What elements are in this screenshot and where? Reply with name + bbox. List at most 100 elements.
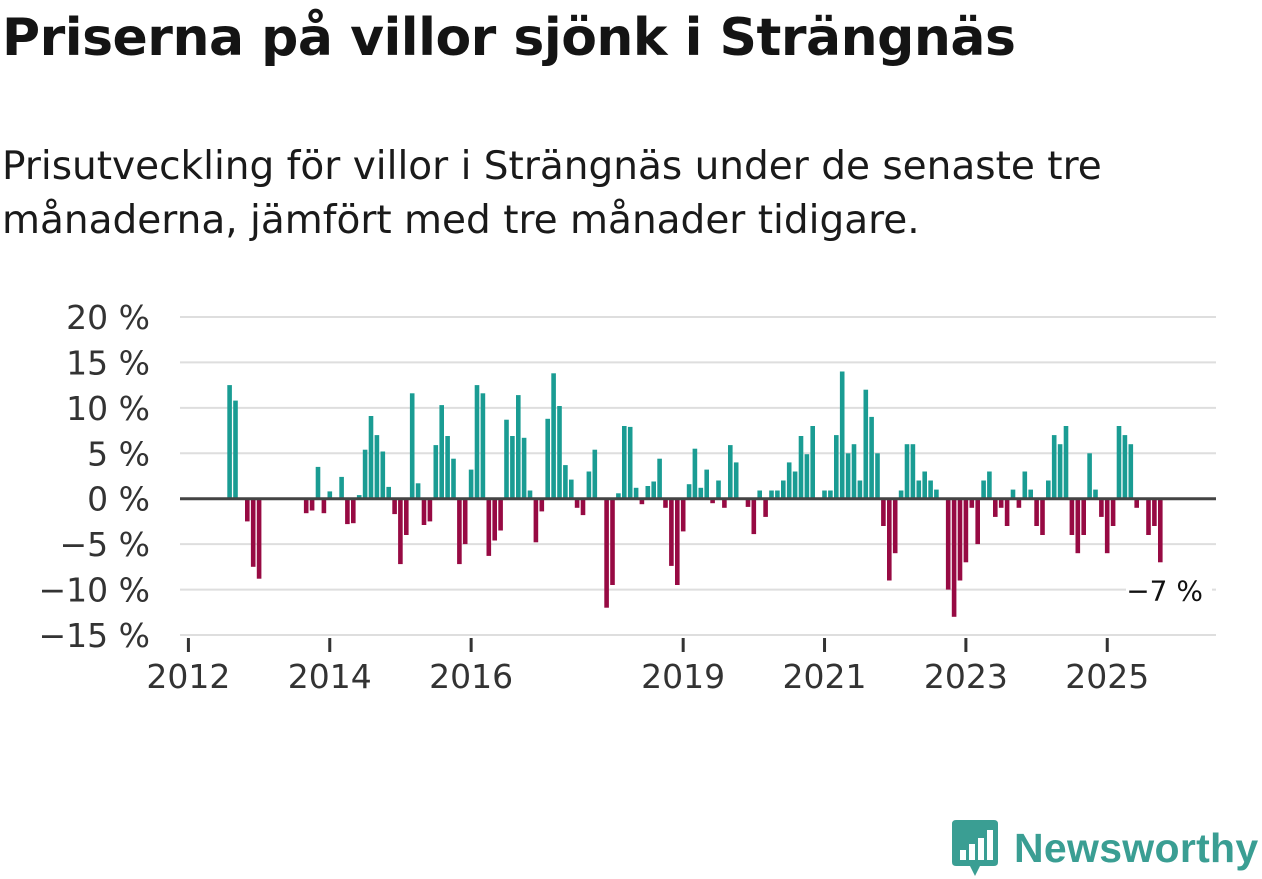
bar — [733, 462, 739, 499]
bar — [368, 416, 374, 499]
bar — [680, 498, 686, 532]
bar — [1116, 426, 1122, 499]
bar — [1022, 471, 1028, 499]
bar — [804, 454, 810, 499]
bar — [421, 498, 427, 525]
bar — [775, 490, 780, 499]
bar — [1034, 498, 1039, 526]
bar — [563, 465, 568, 499]
bar — [1093, 489, 1098, 499]
bar — [834, 435, 839, 499]
bar — [574, 498, 580, 508]
bar — [875, 453, 880, 499]
bar — [910, 444, 916, 499]
bar — [898, 490, 904, 499]
bar — [592, 449, 598, 499]
bar — [675, 498, 680, 585]
bar — [651, 481, 656, 499]
bar — [716, 480, 721, 499]
bar — [533, 498, 539, 543]
bar — [303, 498, 309, 514]
bar — [710, 498, 715, 504]
bar — [698, 487, 704, 499]
bar — [1028, 489, 1033, 499]
x-tick-label: 2023 — [924, 657, 1008, 696]
bar — [869, 416, 874, 499]
bar — [1104, 498, 1110, 554]
bar — [786, 462, 792, 499]
bar — [250, 498, 256, 567]
bar — [751, 498, 757, 535]
bar — [993, 498, 998, 517]
y-axis: −15 % −10 % −5 % 0 % 5 % 10 % 15 % 20 % — [39, 298, 151, 655]
bar — [1122, 435, 1128, 499]
brand-logo: Newsworthy — [950, 818, 1259, 878]
bar — [892, 498, 898, 554]
bar — [863, 389, 869, 499]
brand-name: Newsworthy — [1014, 824, 1259, 871]
bar — [569, 479, 574, 499]
bar — [345, 498, 350, 525]
bar — [580, 498, 586, 516]
bar — [356, 495, 362, 499]
bar — [1087, 453, 1092, 499]
bar — [551, 373, 556, 499]
bar — [610, 498, 615, 585]
y-tick-label: −15 % — [39, 616, 151, 655]
bar — [462, 498, 468, 545]
bar — [769, 490, 774, 499]
bar — [704, 469, 709, 499]
bar — [969, 498, 975, 508]
bar — [663, 498, 668, 508]
bar — [1063, 426, 1069, 499]
bar — [757, 490, 762, 499]
bar — [616, 493, 621, 499]
bar — [798, 436, 804, 499]
bar — [1128, 444, 1134, 499]
bar — [904, 444, 910, 499]
bar — [963, 498, 969, 563]
bar — [516, 395, 521, 499]
bar — [1046, 480, 1051, 499]
bar — [934, 489, 939, 499]
bar — [339, 476, 344, 499]
bar — [1075, 498, 1081, 554]
bar — [622, 426, 627, 499]
bar — [527, 490, 533, 499]
bar — [857, 480, 863, 499]
x-tick-label: 2025 — [1065, 657, 1149, 696]
bar — [457, 498, 462, 565]
bar — [692, 448, 698, 499]
bar — [881, 498, 886, 526]
bar — [745, 498, 751, 507]
bar — [945, 498, 951, 590]
bar — [928, 480, 933, 499]
annotation-background — [1126, 570, 1212, 611]
bar — [604, 498, 609, 608]
last-value-label: −7 % — [1126, 575, 1203, 608]
y-tick-label: −10 % — [39, 571, 151, 610]
bar — [415, 483, 421, 499]
y-tick-label: 20 % — [66, 298, 150, 337]
bar — [380, 451, 386, 499]
bar — [504, 419, 509, 499]
bar — [1004, 498, 1010, 526]
bar — [451, 458, 456, 499]
bar — [433, 445, 439, 499]
bar — [510, 436, 515, 499]
bar — [845, 453, 851, 499]
bar — [922, 471, 927, 499]
bar — [1016, 498, 1022, 508]
bar — [763, 498, 768, 517]
bar-chart: −15 %−10 %−5 %0 %5 %10 %15 %20 % 2012 201… — [39, 298, 1216, 696]
y-tick-label: −5 % — [60, 525, 151, 564]
x-axis: 2012 2014 2016 2019 2021 2023 2025 — [146, 638, 1149, 696]
bar — [439, 405, 444, 499]
bar — [1110, 498, 1116, 526]
annotation-layer: −7 % — [1126, 570, 1212, 611]
bar — [645, 486, 651, 499]
y-tick-label: 5 % — [87, 434, 150, 473]
bar — [545, 418, 550, 499]
bar — [1069, 498, 1075, 535]
bar — [887, 498, 892, 581]
